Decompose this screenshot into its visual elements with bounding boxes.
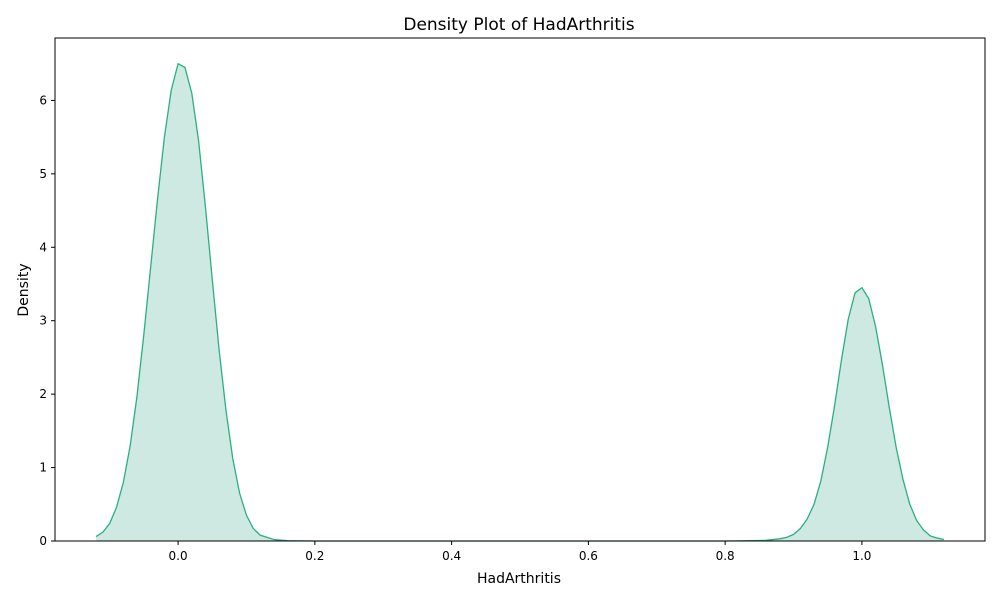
y-tick-label: 4 (39, 240, 47, 254)
x-tick-label: 1.0 (852, 549, 871, 563)
chart-title: Density Plot of HadArthritis (403, 15, 634, 35)
x-tick-label: 0.0 (169, 549, 188, 563)
x-tick-label: 0.2 (305, 549, 324, 563)
plot-frame (54, 37, 986, 542)
y-tick-label: 0 (39, 534, 47, 548)
density-fill-area (96, 63, 944, 541)
y-tick-label: 2 (39, 387, 47, 401)
x-tick-label: 0.8 (716, 549, 735, 563)
y-axis-title: Density (16, 263, 32, 316)
y-tick-label: 3 (39, 314, 47, 328)
x-axis: 0.0 0.2 0.4 0.6 0.8 1.0 (169, 541, 871, 563)
y-axis: 0 1 2 3 4 5 6 (39, 93, 55, 548)
plot-area (54, 37, 986, 542)
x-tick-label: 0.6 (579, 549, 598, 563)
x-tick-label: 0.4 (442, 549, 461, 563)
y-tick-label: 5 (39, 167, 47, 181)
y-tick-label: 6 (39, 93, 47, 107)
y-tick-label: 1 (39, 461, 47, 475)
x-axis-title: HadArthritis (477, 571, 561, 587)
